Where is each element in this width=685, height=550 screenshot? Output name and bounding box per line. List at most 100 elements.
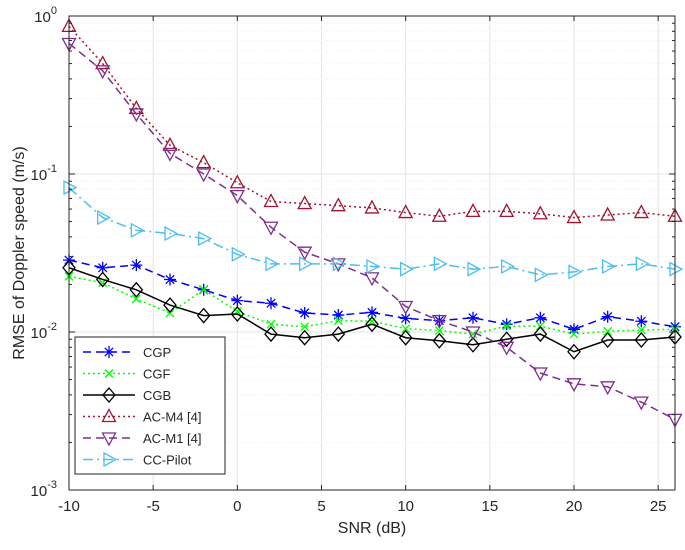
data-point bbox=[163, 297, 177, 314]
data-point bbox=[566, 209, 582, 224]
x-tick-labels: -10 -5 0 5 10 15 20 25 bbox=[58, 498, 666, 515]
legend-label: CC-Pilot bbox=[143, 453, 192, 468]
y-tick-labels: 100 10-1 10-2 10-3 bbox=[31, 5, 57, 500]
series-3 bbox=[61, 17, 683, 224]
data-point bbox=[566, 378, 582, 393]
data-point bbox=[399, 312, 412, 325]
legend-label: AC-M1 [4] bbox=[143, 431, 202, 446]
data-point bbox=[431, 207, 447, 222]
data-point bbox=[468, 329, 478, 339]
data-point bbox=[534, 267, 549, 283]
legend-entry: CGF bbox=[83, 367, 171, 382]
series-layer bbox=[61, 17, 684, 428]
data-point bbox=[164, 273, 176, 286]
x-tick-label: 15 bbox=[481, 498, 498, 515]
data-point bbox=[96, 261, 109, 274]
data-point bbox=[534, 311, 547, 324]
data-point bbox=[332, 309, 345, 322]
data-point bbox=[198, 231, 213, 247]
data-point bbox=[567, 343, 581, 360]
data-point bbox=[101, 432, 117, 447]
data-point bbox=[603, 326, 613, 336]
legend-box bbox=[74, 336, 226, 475]
data-point bbox=[264, 326, 278, 343]
y-tick-label: 10-2 bbox=[31, 321, 57, 342]
data-point bbox=[103, 451, 118, 468]
data-point bbox=[465, 203, 481, 218]
data-point bbox=[103, 346, 115, 358]
data-point bbox=[297, 329, 312, 346]
data-point bbox=[568, 323, 580, 336]
series-line bbox=[68, 42, 676, 421]
data-point bbox=[229, 174, 245, 189]
data-point bbox=[230, 305, 245, 322]
ticks bbox=[68, 15, 675, 491]
data-point bbox=[95, 55, 111, 70]
data-point bbox=[330, 197, 346, 212]
data-point bbox=[499, 331, 514, 348]
data-point bbox=[129, 281, 144, 298]
series-line bbox=[68, 25, 676, 219]
data-point bbox=[196, 168, 212, 183]
data-point bbox=[102, 387, 116, 403]
data-point bbox=[162, 136, 178, 151]
data-point bbox=[332, 256, 347, 272]
data-point bbox=[330, 258, 346, 273]
data-point bbox=[633, 204, 649, 219]
data-point bbox=[196, 154, 212, 169]
plot-frame bbox=[68, 15, 676, 491]
data-point bbox=[297, 246, 313, 261]
data-point bbox=[95, 65, 111, 80]
data-point bbox=[499, 341, 515, 356]
data-point bbox=[400, 261, 415, 277]
data-point bbox=[568, 264, 583, 280]
data-point bbox=[634, 331, 649, 348]
data-point bbox=[535, 321, 545, 331]
data-point bbox=[298, 306, 311, 319]
data-point bbox=[162, 147, 178, 162]
data-point bbox=[128, 108, 144, 123]
data-point bbox=[131, 294, 141, 304]
data-point bbox=[63, 180, 78, 196]
data-point bbox=[398, 300, 414, 315]
data-point bbox=[95, 271, 110, 288]
legend-label: CGF bbox=[143, 367, 171, 382]
x-tick-label: 25 bbox=[650, 498, 667, 515]
data-point bbox=[366, 306, 378, 319]
data-point bbox=[467, 311, 479, 324]
data-point bbox=[364, 199, 380, 214]
x-tick-label: 5 bbox=[317, 498, 325, 515]
legend-entry: AC-M4 [4] bbox=[83, 408, 202, 425]
y-tick-label: 10-1 bbox=[31, 163, 57, 184]
data-point bbox=[231, 294, 244, 307]
x-tick-label: 0 bbox=[233, 498, 241, 515]
legend-label: AC-M4 [4] bbox=[143, 410, 202, 425]
series-2 bbox=[62, 259, 682, 360]
legend-entry: CGP bbox=[83, 345, 171, 360]
data-point bbox=[367, 316, 377, 326]
data-point bbox=[600, 331, 615, 348]
data-point bbox=[433, 256, 448, 272]
data-point bbox=[366, 258, 381, 275]
data-point bbox=[466, 336, 480, 353]
data-point bbox=[398, 204, 414, 219]
data-point bbox=[635, 256, 650, 272]
x-tick-label: -5 bbox=[146, 498, 159, 515]
data-point bbox=[266, 319, 276, 329]
data-point bbox=[299, 256, 314, 272]
data-point bbox=[465, 326, 481, 341]
data-point bbox=[569, 329, 579, 339]
data-point bbox=[97, 209, 112, 226]
data-point bbox=[600, 206, 616, 221]
legend: CGP CGF CGB AC-M4 [4] AC-M1 [4] CC-Pilot bbox=[74, 336, 226, 475]
data-point bbox=[130, 259, 143, 272]
data-point bbox=[467, 261, 482, 277]
data-point bbox=[669, 261, 684, 277]
legend-entry: CC-Pilot bbox=[83, 451, 192, 468]
data-point bbox=[398, 329, 413, 346]
series-line bbox=[68, 267, 676, 353]
y-tick-label: 100 bbox=[34, 5, 57, 26]
data-point bbox=[331, 326, 346, 343]
data-point bbox=[533, 326, 548, 343]
